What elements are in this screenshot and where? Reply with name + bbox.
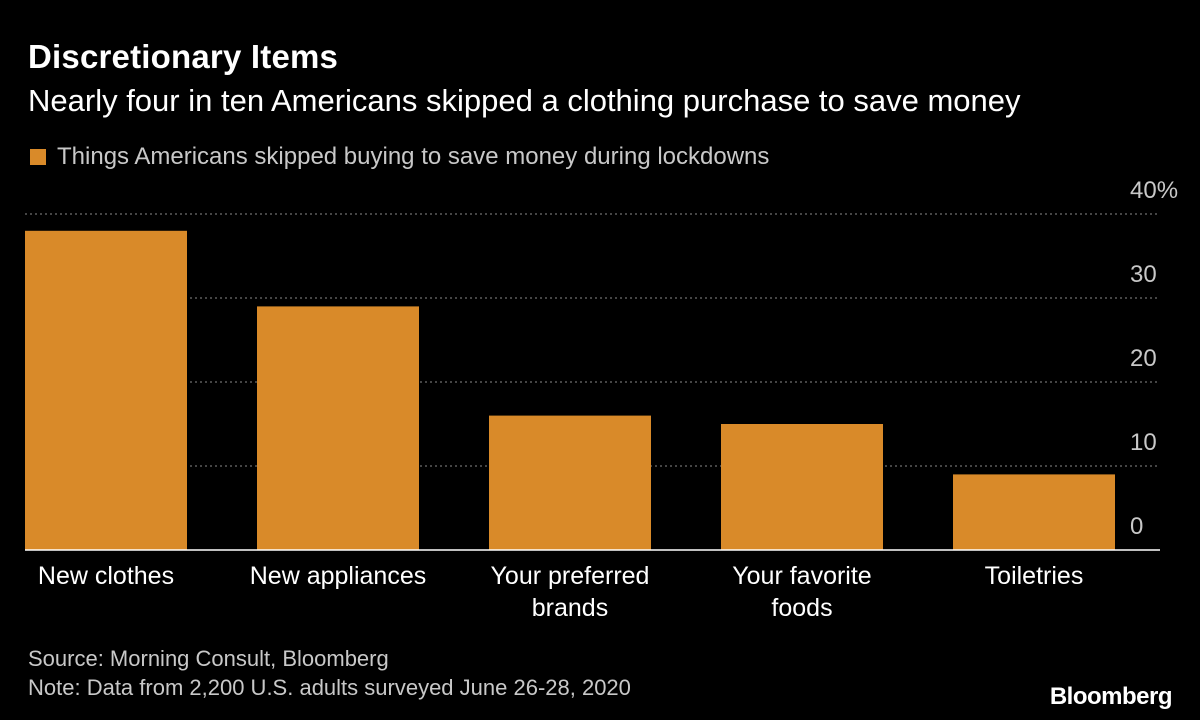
x-tick-label: foods (771, 594, 832, 622)
bar-chart: 0 10 20 30 40% New clothes New appliances Your … (25, 177, 1178, 622)
y-tick-label: 40% (1130, 177, 1178, 204)
y-tick-label: 0 (1130, 513, 1143, 540)
bar (953, 474, 1115, 550)
bar (489, 415, 651, 550)
bar (25, 230, 187, 551)
survey-note: Note: Data from 2,200 U.S. adults survey… (28, 675, 631, 700)
x-tick-label: Your preferred (491, 562, 650, 590)
legend-label: Things Americans skipped buying to save … (57, 143, 770, 170)
x-tick-label: Toiletries (985, 562, 1084, 590)
legend: Things Americans skipped buying to save … (30, 142, 769, 172)
chart-title: Discretionary Items (28, 38, 339, 75)
y-tick-label: 30 (1130, 261, 1157, 288)
bar (721, 424, 883, 550)
y-tick-label: 10 (1130, 429, 1157, 456)
bar (257, 306, 419, 550)
x-tick-label: New appliances (250, 562, 427, 590)
chart-subtitle: Nearly four in ten Americans skipped a c… (28, 83, 1021, 118)
bloomberg-logo: Bloomberg (1049, 683, 1173, 710)
x-tick-label: Your favorite (732, 562, 871, 590)
y-tick-label: 20 (1130, 345, 1157, 372)
source-note: Source: Morning Consult, Bloomberg (28, 646, 389, 671)
x-tick-label: brands (532, 594, 608, 622)
legend-swatch (30, 149, 46, 165)
x-tick-label: New clothes (38, 562, 174, 590)
